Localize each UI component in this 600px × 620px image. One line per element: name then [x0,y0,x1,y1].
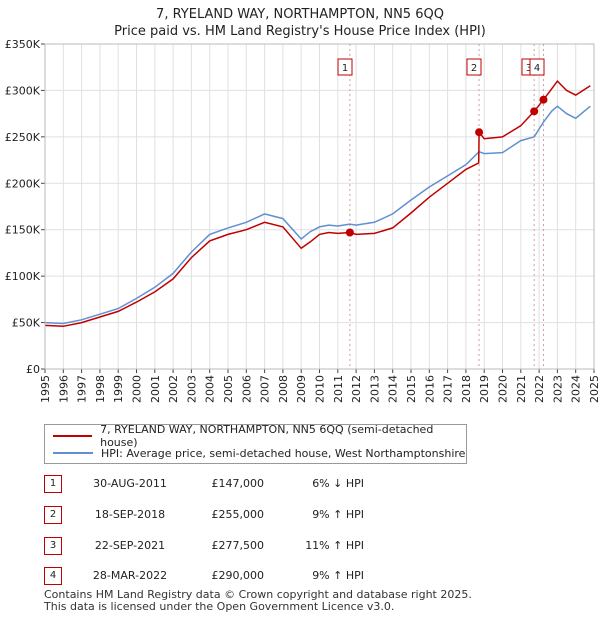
sale-point [539,95,548,104]
tx-price: £147,000 [211,477,265,490]
x-tick-label: 2007 [259,375,272,403]
tx-number: 4 [44,567,62,585]
x-tick-label: 2008 [277,375,290,403]
sale-point [530,107,539,116]
footer: Contains HM Land Registry data © Crown c… [44,589,472,613]
series-layer [44,79,591,328]
x-tick-label: 1998 [94,375,107,403]
x-tick-label: 1996 [57,375,70,403]
tx-hpi-diff: 9% ↑ HPI [312,569,364,582]
x-tick-label: 2023 [551,375,564,403]
tx-number: 3 [44,537,62,555]
footer-licence: This data is licensed under the Open Gov… [44,600,395,613]
legend: 7, RYELAND WAY, NORTHAMPTON, NN5 6QQ (se… [44,423,467,464]
sale-point [345,228,354,237]
y-tick-label: £350K [5,38,41,51]
y-tick-label: £50K [12,317,41,330]
y-tick-label: £150K [5,224,41,237]
tx-price: £290,000 [211,569,265,582]
tx-number: 1 [44,475,62,493]
chart-title: 7, RYELAND WAY, NORTHAMPTON, NN5 6QQ Pri… [0,6,600,40]
x-tick-label: 2009 [295,375,308,403]
tx-price: £255,000 [211,508,265,521]
y-tick-label: £250K [5,131,41,144]
x-tick-label: 2003 [185,375,198,403]
x-tick-label: 2013 [368,375,381,403]
table-row: 1 30-AUG-2011 £147,000 6% ↓ HPI [44,475,564,493]
x-tick-label: 1997 [76,375,89,403]
x-tick-label: 2012 [350,375,363,403]
tx-date: 22-SEP-2021 [94,539,166,552]
price-chart: £0 £50K £100K £150K £200K £250K £300K £350K 1995… [5,38,600,403]
legend-item-hpi: HPI: Average price, semi-detached house,… [53,445,465,461]
tx-price: £277,500 [211,539,265,552]
x-tick-label: 2001 [149,375,162,403]
x-tick-label: 2017 [442,375,455,403]
footer-copyright: Contains HM Land Registry data © Crown c… [44,588,472,601]
x-tick-label: 2018 [460,375,473,403]
x-tick-label: 2014 [387,375,400,403]
title-address: 7, RYELAND WAY, NORTHAMPTON, NN5 6QQ [156,7,444,22]
legend-item-property: 7, RYELAND WAY, NORTHAMPTON, NN5 6QQ (se… [53,423,466,449]
y-tick-label: £100K [5,270,41,283]
sale-marker-lines [349,44,544,369]
x-tick-label: 2005 [222,375,235,403]
sale-marker-box [337,58,353,76]
tx-date: 30-AUG-2011 [93,477,167,490]
legend-swatch-property [53,435,93,437]
tx-hpi-diff: 11% ↑ HPI [305,539,364,552]
tx-number: 2 [44,506,62,524]
x-tick-label: 2002 [167,375,180,403]
x-tick-label: 1995 [39,375,52,403]
table-row: 3 22-SEP-2021 £277,500 11% ↑ HPI [44,537,564,555]
x-tick-label: 2015 [405,375,418,403]
sale-marker-label: 4 [534,63,540,74]
tx-date: 18-SEP-2018 [94,508,166,521]
x-tick-label: 2004 [204,375,217,403]
sale-marker-label: 1 [342,63,348,74]
sale-marker-box [529,58,545,76]
sale-marker-label: 3 [526,63,532,74]
tx-hpi-diff: 9% ↑ HPI [312,508,364,521]
x-tick-label: 1999 [112,375,125,403]
table-row: 2 18-SEP-2018 £255,000 9% ↑ HPI [44,506,564,524]
y-tick-label: £200K [5,177,41,190]
y-tick-label: £300K [5,84,41,97]
sale-point [475,128,484,137]
axis-layer: £0 £50K £100K £150K £200K £250K £300K £350K 1995… [5,38,600,403]
hpi-line [44,105,591,325]
x-tick-label: 2025 [588,375,600,403]
x-tick-label: 2021 [515,375,528,403]
tx-date: 28-MAR-2022 [92,569,168,582]
legend-label-property: 7, RYELAND WAY, NORTHAMPTON, NN5 6QQ (se… [100,423,434,449]
tx-hpi-diff: 6% ↓ HPI [312,477,364,490]
legend-swatch-hpi [53,452,93,454]
x-tick-label: 2024 [570,375,583,403]
legend-label-hpi: HPI: Average price, semi-detached house,… [101,446,466,460]
x-tick-label: 2006 [240,375,253,403]
x-tick-label: 2000 [131,375,144,403]
x-tick-label: 2020 [497,375,510,403]
table-row: 4 28-MAR-2022 £290,000 9% ↑ HPI [44,567,564,585]
sale-marker-box [466,58,482,76]
x-tick-label: 2019 [478,375,491,403]
x-tick-label: 2010 [314,375,327,403]
sale-marker-label: 2 [471,63,477,74]
y-tick-label: £0 [26,363,40,376]
x-tick-label: 2022 [533,375,546,403]
x-tick-label: 2016 [423,375,436,403]
grid-layer [44,43,595,370]
x-tick-label: 2011 [332,375,345,403]
title-subtitle: Price paid vs. HM Land Registry's House … [114,24,486,39]
plot-frame [44,43,595,370]
property-price-line [44,79,591,328]
